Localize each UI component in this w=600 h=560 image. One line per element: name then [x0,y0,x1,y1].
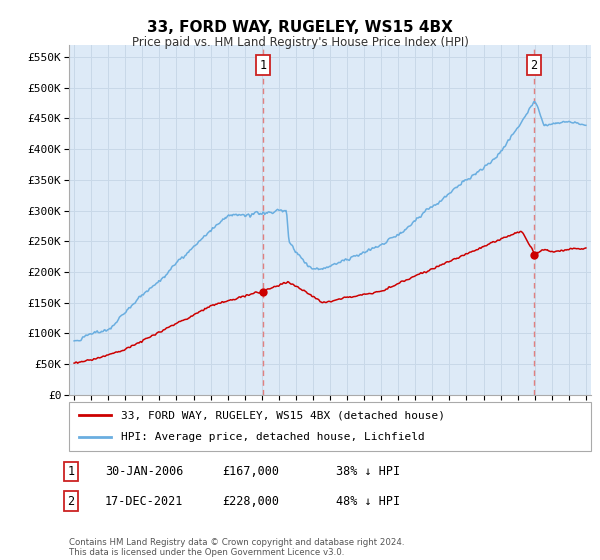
Text: 33, FORD WAY, RUGELEY, WS15 4BX: 33, FORD WAY, RUGELEY, WS15 4BX [147,20,453,35]
Text: 17-DEC-2021: 17-DEC-2021 [105,494,184,508]
Text: 2: 2 [530,59,538,72]
Text: 30-JAN-2006: 30-JAN-2006 [105,465,184,478]
Text: 1: 1 [260,59,266,72]
FancyBboxPatch shape [69,402,591,451]
Text: £167,000: £167,000 [222,465,279,478]
Text: Price paid vs. HM Land Registry's House Price Index (HPI): Price paid vs. HM Land Registry's House … [131,36,469,49]
Text: £228,000: £228,000 [222,494,279,508]
Text: 2: 2 [67,494,74,508]
Text: 38% ↓ HPI: 38% ↓ HPI [336,465,400,478]
Text: 1: 1 [67,465,74,478]
Text: HPI: Average price, detached house, Lichfield: HPI: Average price, detached house, Lich… [121,432,425,442]
Text: Contains HM Land Registry data © Crown copyright and database right 2024.
This d: Contains HM Land Registry data © Crown c… [69,538,404,557]
Text: 48% ↓ HPI: 48% ↓ HPI [336,494,400,508]
Text: 33, FORD WAY, RUGELEY, WS15 4BX (detached house): 33, FORD WAY, RUGELEY, WS15 4BX (detache… [121,410,445,421]
